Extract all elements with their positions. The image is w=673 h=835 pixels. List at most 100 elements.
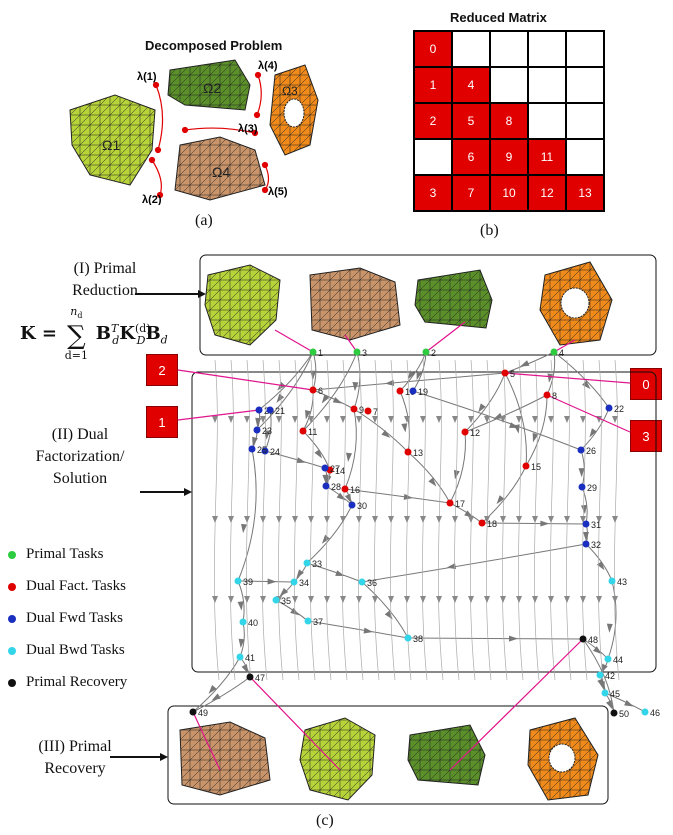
task-edge bbox=[192, 656, 241, 713]
task-edge bbox=[582, 638, 615, 714]
arrow-head-icon bbox=[212, 516, 218, 523]
task-node-label: 34 bbox=[299, 578, 309, 588]
task-edge bbox=[306, 562, 363, 583]
arrow-head-icon bbox=[372, 416, 378, 423]
blue-dot-icon bbox=[8, 614, 16, 623]
matrix-cell bbox=[528, 103, 566, 139]
matrix-cell bbox=[528, 67, 566, 103]
arrow-head-icon bbox=[580, 516, 586, 523]
arrow-head-icon bbox=[228, 596, 234, 603]
subdomain-omega2: Ω2 bbox=[167, 59, 251, 111]
matrix-cell: 8 bbox=[490, 103, 528, 139]
task-node-48 bbox=[579, 635, 587, 643]
arrow-head-icon bbox=[493, 412, 503, 420]
task-node-label: 23 bbox=[262, 426, 272, 436]
arrow-head-icon bbox=[292, 596, 298, 603]
task-node-50 bbox=[610, 709, 618, 717]
legend-dual-fwd: Dual Fwd Tasks bbox=[8, 610, 123, 627]
task-node-label: 45 bbox=[610, 689, 620, 699]
task-node-label: 50 bbox=[619, 709, 629, 719]
matrix-cell bbox=[414, 139, 452, 175]
arrow-head-icon bbox=[308, 516, 314, 523]
arrow-head-icon bbox=[403, 493, 413, 500]
task-node-33 bbox=[303, 559, 311, 567]
panel-c-caption: (c) bbox=[316, 812, 334, 829]
task-node-8 bbox=[543, 391, 551, 399]
stage1-box bbox=[199, 254, 657, 356]
arrow-head-icon bbox=[500, 516, 506, 523]
task-edge bbox=[353, 408, 409, 453]
task-node-label: 30 bbox=[357, 501, 367, 511]
matrix-cell: 7 bbox=[452, 175, 490, 211]
panel-b-title: Reduced Matrix bbox=[450, 10, 547, 25]
arrow-head-icon bbox=[452, 596, 458, 603]
task-edge bbox=[361, 581, 409, 639]
task-node-label: 9 bbox=[359, 405, 364, 415]
arrow-head-icon bbox=[416, 370, 423, 381]
arrow-head-icon bbox=[228, 416, 234, 423]
arrow-head-icon bbox=[276, 393, 285, 403]
task-node-label: 47 bbox=[255, 673, 265, 683]
task-node-label: 3 bbox=[362, 348, 367, 358]
task-edge bbox=[264, 450, 326, 469]
task-edge bbox=[306, 504, 353, 564]
black-dot-icon bbox=[8, 678, 16, 687]
task-node-label: 31 bbox=[591, 520, 601, 530]
task-node-label: 43 bbox=[617, 577, 627, 587]
arrow-head-icon bbox=[356, 416, 362, 423]
task-edge bbox=[262, 359, 268, 681]
task-edge bbox=[438, 359, 444, 681]
arrow-head-icon bbox=[332, 397, 343, 404]
arrow-head-icon bbox=[500, 596, 506, 603]
arrow-head-icon bbox=[314, 449, 323, 459]
legend-dual-bwd: Dual Bwd Tasks bbox=[8, 642, 125, 659]
arrow-head-icon bbox=[407, 370, 416, 380]
task-node-22 bbox=[605, 404, 613, 412]
matrix-cell: 11 bbox=[528, 139, 566, 175]
matrix-cell: 9 bbox=[490, 139, 528, 175]
task-edge bbox=[302, 389, 314, 432]
matrix-cell: 4 bbox=[452, 67, 490, 103]
task-edge bbox=[550, 359, 556, 681]
arrow-head-icon bbox=[208, 685, 217, 694]
arrow-head-icon bbox=[228, 516, 234, 523]
reduced-matrix: 0 1 4 2 5 8 6 9 11 3 7 10 12 13 bbox=[413, 30, 605, 212]
omega3-label: Ω3 bbox=[282, 84, 298, 98]
task-edge bbox=[598, 359, 604, 681]
task-edge bbox=[326, 359, 332, 681]
task-edge bbox=[607, 580, 617, 660]
task-edge bbox=[449, 431, 466, 504]
task-node-label: 44 bbox=[613, 655, 623, 665]
task-node-46 bbox=[641, 708, 649, 716]
arrow-head-icon bbox=[372, 596, 378, 603]
subdomain-omega3: Ω3 bbox=[269, 64, 319, 156]
arrow-head-icon bbox=[244, 596, 250, 603]
arrow-head-icon bbox=[578, 468, 585, 478]
task-node-label: 19 bbox=[418, 387, 428, 397]
task-edge bbox=[546, 351, 556, 396]
arrow-head-icon bbox=[516, 416, 522, 423]
task-node-label: 18 bbox=[487, 519, 497, 529]
task-edge bbox=[258, 351, 314, 411]
arrow-head-icon bbox=[335, 570, 345, 577]
arrow-head-icon bbox=[401, 423, 408, 433]
arrow-head-icon bbox=[404, 416, 410, 423]
arrow-head-icon bbox=[388, 516, 394, 523]
legend-dual-fact: Dual Fact. Tasks bbox=[8, 578, 126, 595]
arrow-head-icon bbox=[548, 416, 554, 423]
legend-primal-recovery: Primal Recovery bbox=[8, 674, 127, 691]
arrow-head-icon bbox=[596, 596, 602, 603]
task-node-19 bbox=[409, 387, 417, 395]
arrow-head-icon bbox=[322, 474, 329, 484]
task-node-label: 49 bbox=[198, 708, 208, 718]
stage1-domain-omega1 bbox=[204, 264, 281, 346]
arrow-head-icon bbox=[277, 381, 286, 391]
task-node-label: 32 bbox=[591, 540, 601, 550]
matrix-cell bbox=[566, 139, 604, 175]
task-edge bbox=[342, 359, 348, 681]
arrow-head-icon bbox=[238, 638, 245, 648]
arrow-head-icon bbox=[321, 394, 330, 404]
arrow-head-icon bbox=[184, 488, 192, 496]
task-node-6 bbox=[309, 386, 317, 394]
subdomain-omega1: Ω1 bbox=[69, 94, 156, 186]
